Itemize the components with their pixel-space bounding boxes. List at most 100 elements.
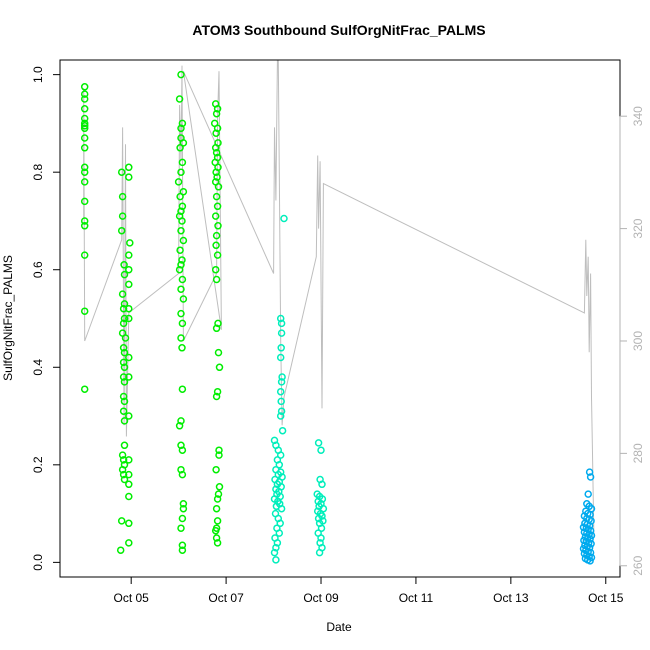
data-point [276,387,285,396]
x-tick-label: Oct 13 [493,591,529,605]
data-point [585,468,594,476]
data-point [119,319,128,328]
data-point [80,217,89,225]
data-point [178,319,187,328]
data-point [120,378,129,386]
data-point [126,239,134,247]
data-point [212,231,221,240]
data-point [214,348,223,357]
data-point [178,275,187,284]
data-point [270,436,279,445]
data-point [177,465,185,474]
data-point [277,329,286,337]
data-point [315,548,324,557]
data-point [119,392,128,401]
data-point [278,373,286,381]
y-axis: 0.0 0.2 0.4 0.6 0.8 1.0 [31,66,61,571]
x-tick-label: Oct 09 [303,591,339,605]
data-point [213,387,222,396]
y2-tick-label: 340 [631,106,645,126]
x-tick-label: Oct 11 [399,591,434,605]
data-point [179,187,188,196]
data-point [125,373,133,381]
data-point [120,348,129,357]
data-point [125,412,133,420]
data-point [212,324,221,333]
data-point [272,543,280,552]
x-tick-label: Oct 07 [208,591,244,605]
data-point [125,173,133,181]
data-point [80,83,89,91]
data-point [125,539,133,547]
data-point [178,119,187,128]
data-point [179,504,188,513]
data-point [80,144,89,152]
data-point [212,129,220,137]
data-point [212,168,220,176]
data-point [125,519,133,528]
data-point [80,385,89,393]
data-point [80,251,89,259]
data-point [125,304,133,313]
data-point [213,173,221,181]
data-point [118,192,127,201]
data-point [215,363,224,372]
data-point [276,353,285,362]
data-point [177,168,185,176]
data-point [317,446,325,454]
secondary-y-axis: 260 280 300 320 340 [619,106,645,576]
data-point [178,158,187,167]
data-point [177,334,185,342]
data-point [212,392,221,401]
data-point [80,122,89,130]
data-point [212,534,221,542]
data-point [80,124,89,133]
data-point [212,465,220,474]
data-point [125,251,133,259]
data-point [211,144,220,152]
data-point [215,483,224,491]
data-point [177,261,185,269]
data-point [178,546,187,554]
data-point [213,202,222,211]
overlay-series-line [83,60,595,538]
data-point [117,517,126,525]
data-point [212,504,221,513]
data-point [120,475,129,484]
data-point [117,168,126,176]
y-tick-label: 0.2 [31,456,45,473]
data-point [177,207,185,215]
data-point [213,539,222,547]
data-point [117,226,126,235]
data-point [276,451,285,459]
data-point [125,163,133,172]
data-point [211,265,220,274]
data-point [213,495,222,503]
y-axis-label: SulfOrgNitFrac_PALMS [1,255,15,381]
data-point [118,290,127,298]
data-point [214,222,222,230]
y2-tick-label: 320 [631,218,645,238]
data-point [178,385,187,393]
data-point [80,307,89,315]
data-point [176,246,184,254]
data-point [175,95,184,103]
data-point [80,105,89,113]
y-tick-label: 0.8 [31,164,45,181]
data-point [277,319,286,328]
data-point [125,456,133,464]
y2-tick-label: 260 [631,555,645,575]
data-point [80,163,89,172]
data-point [177,285,185,293]
data-point [178,217,186,225]
data-point [275,529,284,537]
data-point [211,212,220,220]
data-point [125,492,133,501]
data-point [176,144,184,152]
data-point [80,114,89,123]
data-point [278,426,287,435]
data-point [212,275,221,284]
x-tick-label: Oct 15 [588,591,624,605]
data-point [125,353,133,362]
data-point [178,446,187,454]
